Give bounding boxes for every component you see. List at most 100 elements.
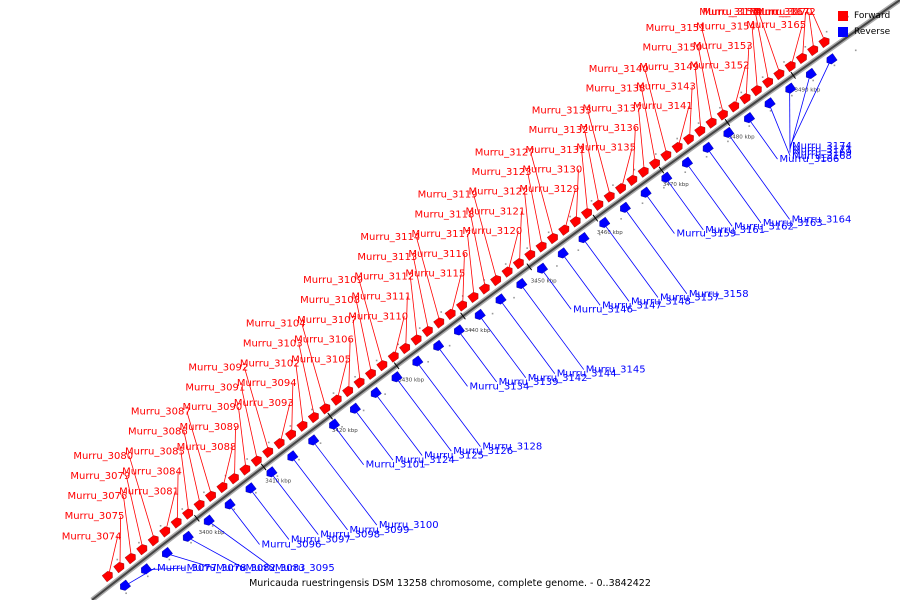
- axis-dot: [504, 263, 507, 265]
- reverse-gene-label: Murru_3144: [557, 369, 617, 380]
- forward-gene-arrow: [285, 429, 296, 441]
- forward-callout-line: [348, 339, 351, 391]
- tick-mark: [658, 166, 665, 174]
- forward-gene-label: Murru_3079: [70, 471, 130, 482]
- forward-gene-arrow: [113, 562, 125, 574]
- reverse-callout-line: [270, 472, 319, 535]
- axis-dot: [116, 558, 119, 561]
- forward-callout-line: [470, 214, 486, 289]
- forward-gene-label: Murru_3160: [702, 7, 762, 18]
- forward-gene-label: Murru_3084: [122, 466, 182, 477]
- forward-callout-line: [409, 276, 418, 340]
- tick-label: 3450 kbp: [531, 279, 557, 285]
- axis-dot: [590, 200, 593, 202]
- reverse-callout-line: [768, 103, 791, 156]
- forward-callout-line: [734, 65, 747, 107]
- forward-callout-line: [677, 106, 690, 147]
- forward-gene-arrow: [147, 535, 159, 547]
- forward-gene-label: Murru_3151: [646, 23, 706, 34]
- reverse-callout-line: [353, 408, 394, 461]
- forward-callout-line: [416, 237, 441, 323]
- legend: Forward Reverse: [838, 8, 890, 40]
- forward-callout-line: [123, 496, 132, 558]
- forward-gene-label: Murru_3115: [405, 268, 465, 279]
- reverse-gene-label: Murru_3166: [779, 154, 839, 165]
- axis-dot: [181, 508, 184, 510]
- forward-gene-label: Murru_3076: [67, 491, 127, 502]
- reverse-gene-arrow: [433, 339, 445, 351]
- forward-callout-line: [108, 536, 119, 576]
- axis-dot: [397, 343, 399, 346]
- forward-callout-line: [527, 171, 543, 247]
- forward-gene-label: Murru_3135: [576, 142, 636, 153]
- axis-dot: [748, 125, 751, 127]
- forward-gene-label: Murru_3092: [188, 362, 248, 373]
- forward-gene-label: Murru_3080: [73, 451, 133, 462]
- reverse-callout-line: [145, 567, 185, 571]
- forward-gene-arrow: [410, 334, 422, 346]
- reverse-gene-label: Murru_3098: [320, 530, 380, 541]
- forward-callout-line: [638, 108, 645, 172]
- reverse-gene-arrow: [454, 324, 465, 336]
- forward-gene-arrow: [716, 109, 728, 121]
- reverse-gene-label: Murru_3101: [366, 460, 426, 471]
- axis-dot: [804, 46, 807, 48]
- forward-gene-label: Murru_3111: [351, 292, 411, 303]
- axis-dot: [276, 475, 279, 477]
- forward-gene-arrow: [750, 85, 762, 97]
- forward-gene-arrow: [603, 191, 615, 203]
- forward-gene-arrow: [387, 351, 399, 363]
- tick-label: 3430 kbp: [398, 378, 424, 384]
- axis-dot: [791, 94, 793, 97]
- forward-callout-line: [584, 130, 600, 205]
- axis-dot: [233, 508, 236, 511]
- forward-gene-label: Murru_3153: [693, 41, 753, 52]
- forward-gene-arrow: [728, 101, 740, 113]
- forward-gene-label: Murru_3107: [297, 315, 357, 326]
- forward-callout-line: [758, 11, 781, 74]
- forward-gene-label: Murru_3105: [291, 354, 351, 365]
- axis-dot: [418, 327, 421, 329]
- forward-gene-arrow: [444, 308, 456, 320]
- forward-callout-line: [745, 45, 750, 98]
- forward-callout-line: [811, 11, 826, 42]
- forward-callout-line: [298, 343, 315, 417]
- forward-gene-arrow: [535, 241, 547, 253]
- axis-dot: [427, 360, 429, 363]
- reverse-gene-label: Murru_3097: [291, 535, 351, 546]
- forward-gene-arrow: [330, 394, 342, 406]
- tick-mark: [790, 71, 796, 79]
- forward-callout-line: [279, 403, 291, 443]
- forward-gene-arrow: [342, 386, 353, 398]
- axis-dot: [298, 458, 300, 461]
- reverse-callout-line: [789, 74, 811, 150]
- forward-callout-line: [530, 152, 554, 238]
- reverse-gene-label: Murru_3148: [631, 296, 691, 307]
- forward-gene-label: Murru_3130: [522, 164, 582, 175]
- axis-dot: [289, 425, 292, 427]
- forward-gene-label: Murru_3088: [177, 442, 237, 453]
- axis-dot: [526, 247, 528, 249]
- tick-mark: [327, 412, 333, 420]
- axis-dot: [556, 265, 558, 267]
- forward-gene-label: Murru_3120: [462, 226, 522, 237]
- axis-dot: [854, 49, 857, 52]
- reverse-callout-line: [789, 59, 832, 147]
- reverse-gene-label: Murru_3099: [350, 525, 410, 536]
- forward-gene-arrow: [170, 517, 182, 529]
- reverse-callout-line: [706, 147, 762, 223]
- forward-swatch: [838, 11, 848, 21]
- forward-gene-arrow: [671, 142, 683, 154]
- axis-dot: [470, 328, 472, 331]
- reverse-gene-arrow: [557, 247, 569, 259]
- forward-gene-label: Murru_3170: [753, 7, 813, 18]
- forward-gene-label: Murru_3131: [526, 145, 586, 156]
- reverse-gene-arrow: [702, 141, 714, 153]
- forward-gene-label: Murru_3094: [237, 378, 297, 389]
- tick-label: 3460 kbp: [597, 230, 623, 236]
- axis-dot: [405, 377, 408, 379]
- forward-gene-arrow: [204, 490, 216, 502]
- axis-dot: [577, 249, 580, 252]
